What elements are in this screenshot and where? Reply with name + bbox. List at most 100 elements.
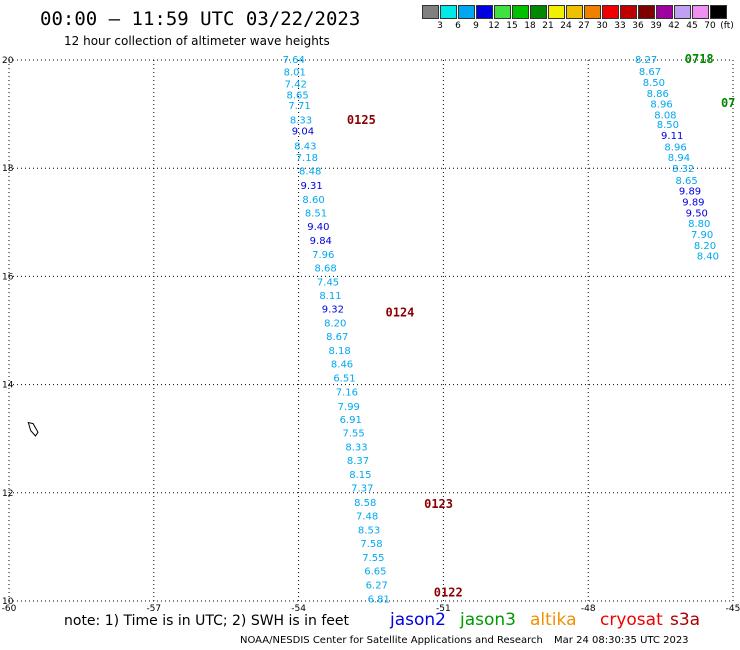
legend-s3a: s3a bbox=[670, 610, 701, 630]
x-tick-label: -45 bbox=[726, 604, 740, 614]
scale-label: 9 bbox=[473, 21, 479, 31]
swh-point-label: 9.50 bbox=[686, 208, 708, 219]
swh-point-label: 8.60 bbox=[302, 195, 324, 206]
swh-point-label: 8.65 bbox=[287, 90, 309, 101]
swh-point-label: 8.51 bbox=[305, 208, 327, 219]
page-title: 00:00 – 11:59 UTC 03/22/2023 bbox=[40, 8, 361, 30]
swh-point-label: 7.37 bbox=[351, 484, 373, 495]
swh-point-label: 9.89 bbox=[682, 198, 704, 209]
swh-point-label: 8.94 bbox=[668, 153, 690, 164]
scale-label: 15 bbox=[506, 21, 518, 31]
footer: NOAA/NESDIS Center for Satellite Applica… bbox=[240, 635, 697, 646]
swh-point-label: 7.71 bbox=[288, 101, 310, 112]
swh-point-label: 8.86 bbox=[647, 89, 669, 100]
swh-point-label: 8.80 bbox=[688, 219, 710, 230]
swh-point-label: 7.18 bbox=[296, 153, 318, 164]
legend-jason3: jason3 bbox=[460, 610, 516, 630]
legend-cryosat: cryosat bbox=[600, 610, 663, 630]
scale-label: 36 bbox=[632, 21, 644, 31]
scale-swatch bbox=[476, 5, 493, 19]
scale-label: 45 bbox=[686, 21, 698, 31]
island-outline bbox=[27, 421, 39, 437]
y-tick-label: 18 bbox=[2, 164, 14, 174]
pass-time-label: 0718 bbox=[685, 52, 714, 66]
footer-timestamp: Mar 24 08:30:35 UTC 2023 bbox=[554, 635, 689, 646]
swh-point-label: 7.58 bbox=[360, 539, 382, 550]
swh-point-label: 8.33 bbox=[290, 115, 312, 126]
swh-point-label: 9.32 bbox=[322, 305, 344, 316]
swh-point-label: 9.31 bbox=[300, 181, 322, 192]
swh-point-label: 8.50 bbox=[643, 78, 665, 89]
scale-swatch bbox=[566, 5, 583, 19]
swh-point-label: 8.15 bbox=[349, 470, 371, 481]
swh-point-label: 8.48 bbox=[299, 167, 321, 178]
scale-label: 3 bbox=[437, 21, 443, 31]
scale-swatch bbox=[458, 5, 475, 19]
swh-point-label: 8.46 bbox=[331, 359, 353, 370]
scale-swatch bbox=[440, 5, 457, 19]
scale-swatch bbox=[602, 5, 619, 19]
scale-swatch bbox=[674, 5, 691, 19]
scale-swatch bbox=[530, 5, 547, 19]
y-tick-label: 16 bbox=[2, 272, 14, 282]
swh-point-label: 7.16 bbox=[336, 387, 358, 398]
swh-point-label: 9.89 bbox=[679, 187, 701, 198]
scale-label: 30 bbox=[596, 21, 608, 31]
swh-point-label: 8.08 bbox=[654, 110, 676, 121]
legend-jason2: jason2 bbox=[390, 610, 446, 630]
swh-point-label: 8.11 bbox=[319, 291, 341, 302]
x-tick-label: -60 bbox=[2, 604, 17, 614]
swh-point-label: 8.20 bbox=[324, 319, 346, 330]
x-tick-label: -54 bbox=[291, 604, 306, 614]
scale-label: 70 bbox=[704, 21, 716, 31]
x-tick-label: -57 bbox=[146, 604, 161, 614]
swh-point-label: 8.67 bbox=[326, 332, 348, 343]
scale-label: 24 bbox=[560, 21, 572, 31]
scale-swatch bbox=[494, 5, 511, 19]
swh-point-label: 7.96 bbox=[312, 250, 334, 261]
swh-point-label: 7.90 bbox=[691, 230, 713, 241]
swh-point-label: 6.65 bbox=[364, 566, 386, 577]
swh-point-label: 6.51 bbox=[333, 373, 355, 384]
pass-time-label: 0125 bbox=[347, 113, 376, 127]
scale-label: 6 bbox=[455, 21, 461, 31]
scale-label: 33 bbox=[614, 21, 626, 31]
swh-point-label: 9.11 bbox=[661, 131, 683, 142]
scale-swatch bbox=[638, 5, 655, 19]
swh-point-label: 8.65 bbox=[676, 176, 698, 187]
scale-label: 42 bbox=[668, 21, 680, 31]
y-tick-label: 14 bbox=[2, 381, 14, 391]
scale-swatch bbox=[548, 5, 565, 19]
swh-point-label: 8.68 bbox=[314, 264, 336, 275]
swh-point-label: 6.27 bbox=[366, 581, 388, 592]
scale-label: 21 bbox=[542, 21, 554, 31]
pass-time-label: 0122 bbox=[434, 586, 463, 600]
swh-point-label: 9.84 bbox=[310, 236, 332, 247]
swh-point-label: 8.43 bbox=[294, 141, 316, 152]
swh-point-label: 8.58 bbox=[354, 498, 376, 509]
wave-height-color-scale: 3 6 9 12 15 18 21 24 27 30 33 36 39 42 45 70 (ft) bbox=[422, 5, 734, 35]
units-note: note: 1) Time is in UTC; 2) SWH is in fe… bbox=[64, 613, 350, 629]
y-tick-label: 10 bbox=[2, 597, 14, 607]
scale-label: 27 bbox=[578, 21, 590, 31]
scale-label: 18 bbox=[524, 21, 536, 31]
legend-altika: altika bbox=[530, 610, 577, 630]
swh-point-label: 8.37 bbox=[347, 456, 369, 467]
swh-point-label: 9.40 bbox=[307, 222, 329, 233]
x-tick-label: -48 bbox=[581, 604, 596, 614]
scale-swatch bbox=[710, 5, 727, 19]
swh-point-label: 7.55 bbox=[342, 429, 364, 440]
x-tick-label: -51 bbox=[436, 604, 451, 614]
scale-swatch bbox=[584, 5, 601, 19]
y-tick-label: 12 bbox=[2, 489, 13, 499]
swh-point-label: 7.42 bbox=[285, 80, 307, 91]
scale-swatch bbox=[692, 5, 709, 19]
swh-point-label: 6.81 bbox=[368, 595, 390, 606]
swh-point-label: 9.04 bbox=[292, 127, 314, 138]
swh-point-label: 7.64 bbox=[283, 55, 305, 66]
swh-point-label: 8.96 bbox=[650, 100, 672, 111]
scale-swatch bbox=[512, 5, 529, 19]
pass-time-label: 07 bbox=[721, 96, 735, 110]
scale-label: 39 bbox=[650, 21, 662, 31]
